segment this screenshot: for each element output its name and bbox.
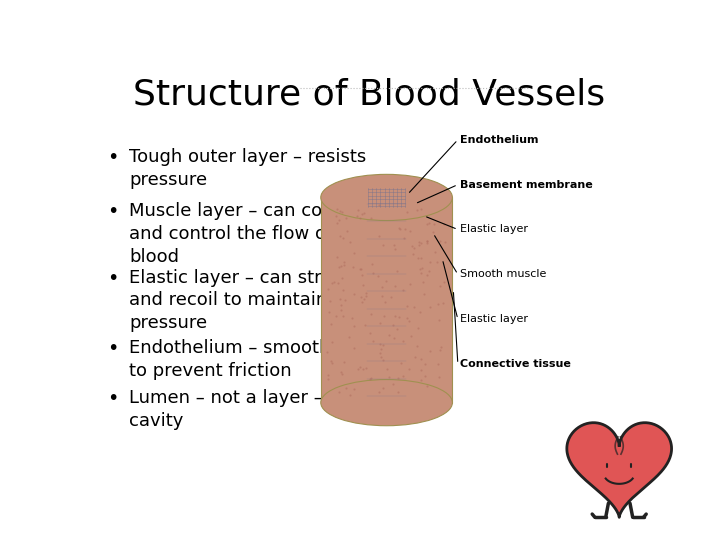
Text: •: • xyxy=(107,339,118,358)
Text: •: • xyxy=(107,389,118,408)
Text: •: • xyxy=(107,202,118,221)
Ellipse shape xyxy=(341,179,432,215)
Text: Connective tissue: Connective tissue xyxy=(459,359,570,369)
Ellipse shape xyxy=(332,177,441,218)
Ellipse shape xyxy=(350,182,423,213)
Text: Elastic layer: Elastic layer xyxy=(459,314,528,325)
Text: Smooth muscle: Smooth muscle xyxy=(459,269,546,279)
Polygon shape xyxy=(567,423,672,517)
Polygon shape xyxy=(350,198,423,403)
Ellipse shape xyxy=(332,382,441,423)
Text: Endothelium: Endothelium xyxy=(459,134,538,145)
Text: Basement membrane: Basement membrane xyxy=(459,180,593,190)
Polygon shape xyxy=(341,198,432,403)
Text: •: • xyxy=(107,148,118,167)
Text: Elastic layer: Elastic layer xyxy=(459,225,528,234)
Polygon shape xyxy=(359,198,414,403)
Ellipse shape xyxy=(359,185,414,210)
Ellipse shape xyxy=(376,396,397,409)
Ellipse shape xyxy=(359,390,414,415)
Text: Muscle layer – can contract
and control the flow of
blood: Muscle layer – can contract and control … xyxy=(129,202,376,266)
Text: Lumen – not a layer – a
cavity: Lumen – not a layer – a cavity xyxy=(129,389,340,430)
Ellipse shape xyxy=(350,387,423,418)
Polygon shape xyxy=(366,198,407,403)
Text: Tough outer layer – resists
pressure: Tough outer layer – resists pressure xyxy=(129,148,366,189)
Ellipse shape xyxy=(366,187,407,208)
Text: Endothelium – smooth layer
to prevent friction: Endothelium – smooth layer to prevent fr… xyxy=(129,339,382,380)
Text: •: • xyxy=(107,268,118,287)
Polygon shape xyxy=(376,198,397,403)
Text: Elastic layer – can stretch
and recoil to maintain blood
pressure: Elastic layer – can stretch and recoil t… xyxy=(129,268,383,332)
Ellipse shape xyxy=(341,384,432,421)
Ellipse shape xyxy=(321,174,452,220)
Ellipse shape xyxy=(366,393,407,413)
Text: Structure of Blood Vessels: Structure of Blood Vessels xyxy=(133,77,605,111)
Ellipse shape xyxy=(321,380,452,426)
Polygon shape xyxy=(321,198,452,403)
Polygon shape xyxy=(332,198,441,403)
Ellipse shape xyxy=(376,191,397,204)
